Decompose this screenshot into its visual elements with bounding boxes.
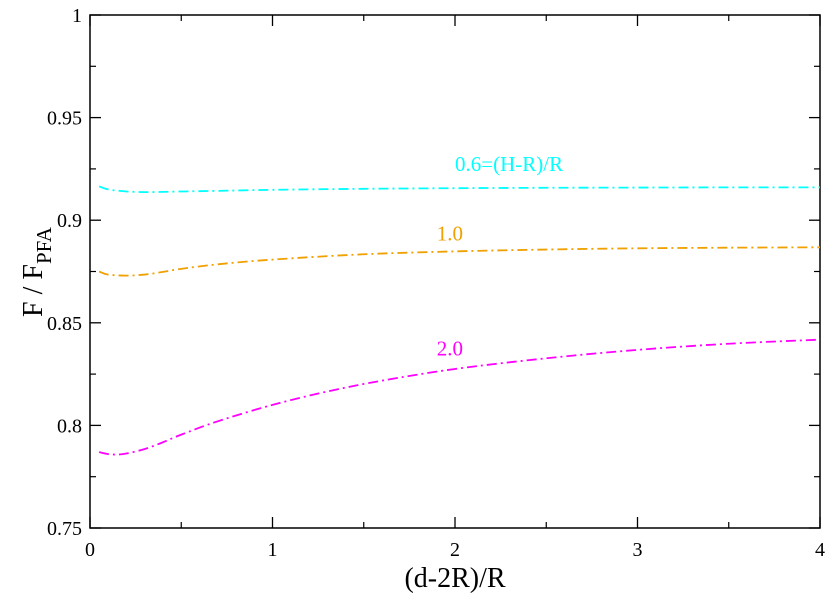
- y-tick-label: 1: [72, 5, 82, 27]
- y-tick-label: 0.85: [47, 313, 82, 335]
- y-axis-title: F / FPFA: [18, 226, 56, 317]
- series-lines: [98, 185, 821, 456]
- axis-tick-labels: 0 1 2 3 4 0.75 0.8 0.85 0.9 0.95 1: [47, 5, 825, 561]
- axis-ticks: [89, 14, 821, 529]
- x-axis-title: (d-2R)/R: [404, 563, 505, 594]
- plot-frame: [89, 14, 821, 529]
- x-tick-label: 2: [450, 539, 460, 561]
- series-labels: 0.6=(H-R)/R 1.0 2.0: [437, 152, 563, 361]
- y-tick-label: 0.8: [57, 415, 82, 437]
- x-tick-label: 4: [815, 539, 825, 561]
- x-tick-label: 3: [633, 539, 643, 561]
- series-label-3: 2.0: [437, 337, 463, 361]
- x-tick-label: 1: [268, 539, 278, 561]
- y-axis-title-subscript: PFA: [32, 226, 56, 264]
- series-line-1: [98, 185, 821, 194]
- y-tick-label: 0.9: [57, 210, 82, 232]
- series-line-3: [98, 338, 821, 456]
- x-tick-label: 0: [85, 539, 95, 561]
- series-label-1: 0.6=(H-R)/R: [455, 152, 563, 176]
- series-line-2: [98, 246, 821, 277]
- y-tick-label: 0.95: [47, 108, 82, 130]
- y-axis-title-main: F / F: [18, 264, 49, 317]
- y-tick-label: 0.75: [47, 518, 82, 540]
- series-label-2: 1.0: [437, 222, 463, 246]
